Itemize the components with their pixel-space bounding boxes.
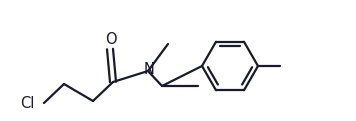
Text: Cl: Cl xyxy=(20,95,35,110)
Text: N: N xyxy=(143,63,155,77)
Text: O: O xyxy=(105,32,117,47)
